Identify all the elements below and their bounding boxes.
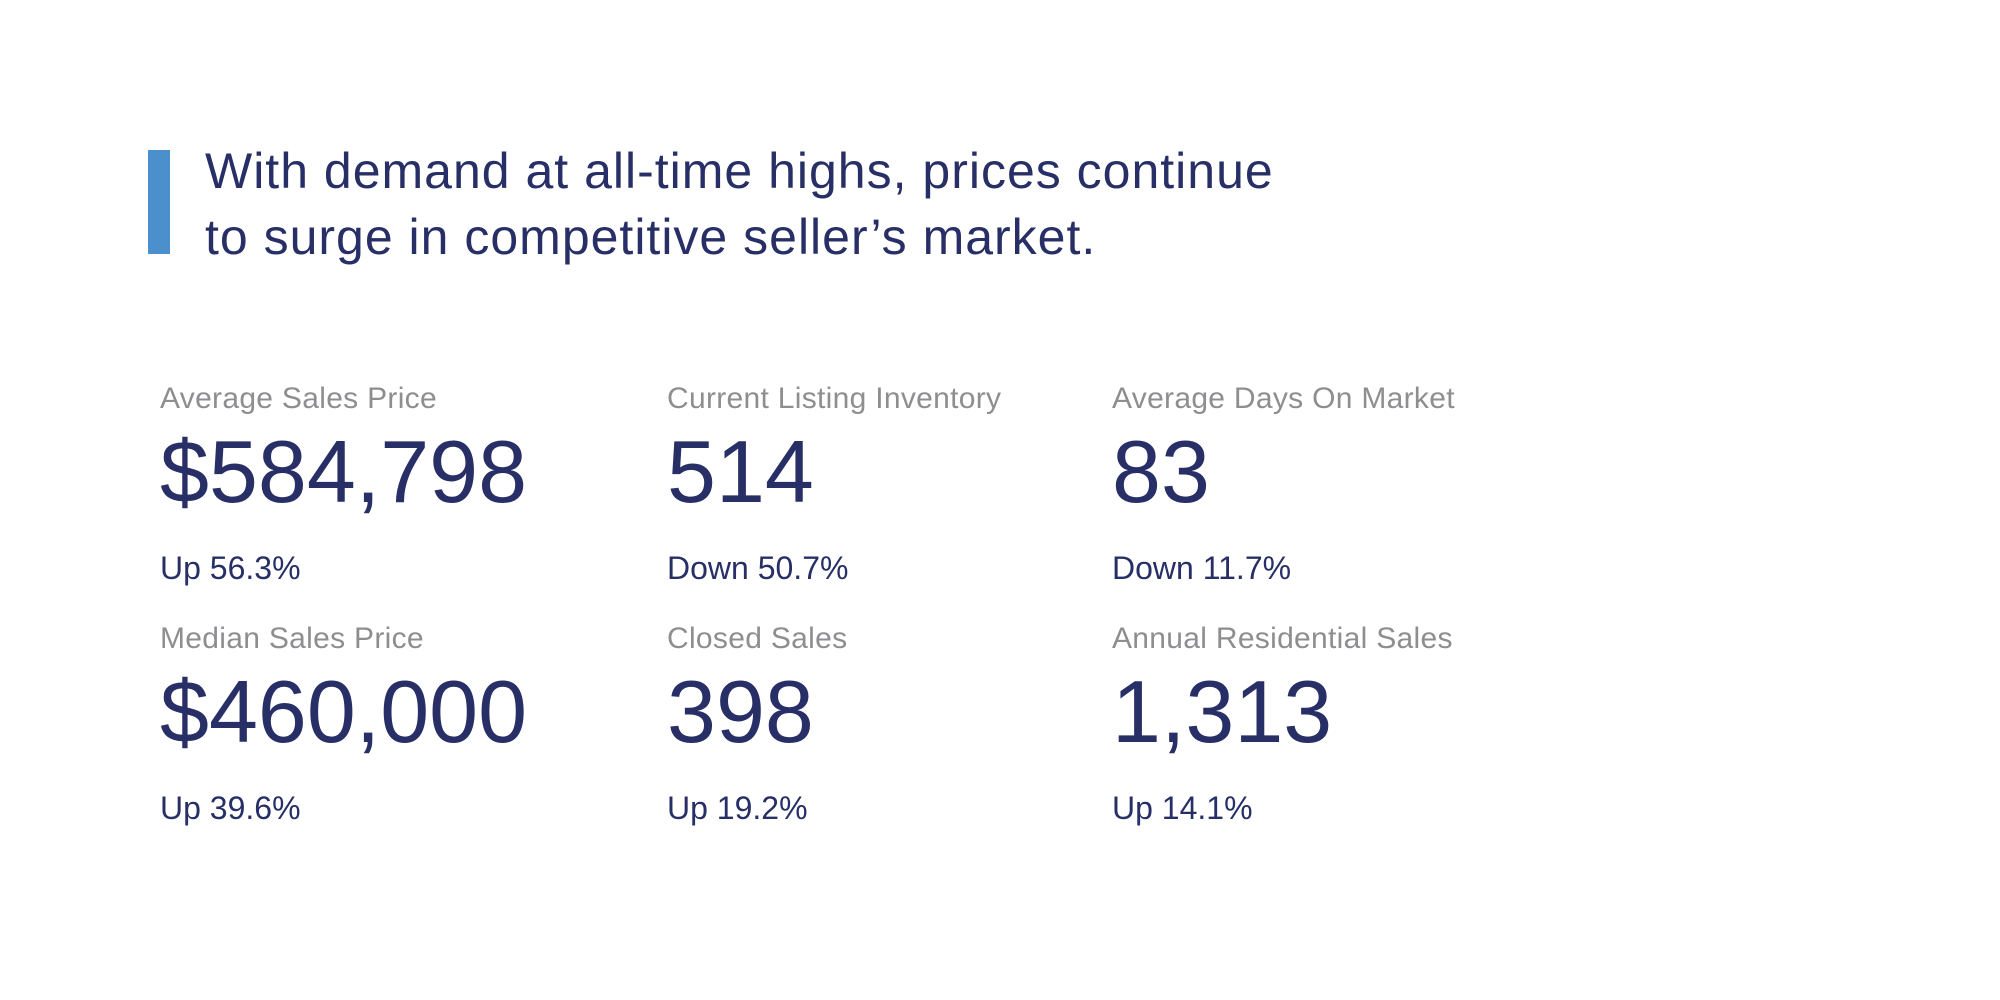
stat-change: Up 19.2%: [667, 790, 808, 826]
stat-value: 83: [1112, 422, 1210, 521]
headline-text: With demand at all-time highs, prices co…: [205, 138, 1274, 270]
stat-label: Closed Sales: [667, 622, 848, 655]
stat-average-sales-price: Average Sales Price $584,798 Up 56.3%: [160, 380, 667, 620]
stat-median-sales-price: Median Sales Price $460,000 Up 39.6%: [160, 620, 667, 860]
stat-change: Down 11.7%: [1112, 550, 1292, 586]
stat-value: 514: [667, 422, 814, 521]
stat-current-listing-inventory: Current Listing Inventory 514 Down 50.7%: [667, 380, 1112, 620]
stat-label: Annual Residential Sales: [1112, 622, 1453, 655]
headline-accent-bar: [148, 150, 170, 254]
stats-grid: Average Sales Price $584,798 Up 56.3% Cu…: [160, 380, 1752, 860]
headline-line-2: to surge in competitive seller’s market.: [205, 209, 1097, 265]
stat-label: Median Sales Price: [160, 622, 424, 655]
stat-change: Down 50.7%: [667, 550, 849, 586]
stat-value: 398: [667, 662, 814, 761]
stat-change: Up 56.3%: [160, 550, 301, 586]
stat-average-days-on-market: Average Days On Market 83 Down 11.7%: [1112, 380, 1752, 620]
stat-value: $460,000: [160, 662, 528, 761]
stat-change: Up 14.1%: [1112, 790, 1253, 826]
stat-change: Up 39.6%: [160, 790, 301, 826]
stat-label: Current Listing Inventory: [667, 382, 1002, 415]
stat-annual-residential-sales: Annual Residential Sales 1,313 Up 14.1%: [1112, 620, 1752, 860]
stat-label: Average Sales Price: [160, 382, 437, 415]
stat-value: 1,313: [1112, 662, 1333, 761]
headline: With demand at all-time highs, prices co…: [148, 138, 1274, 270]
stat-closed-sales: Closed Sales 398 Up 19.2%: [667, 620, 1112, 860]
stat-label: Average Days On Market: [1112, 382, 1455, 415]
headline-line-1: With demand at all-time highs, prices co…: [205, 143, 1274, 199]
stat-value: $584,798: [160, 422, 528, 521]
